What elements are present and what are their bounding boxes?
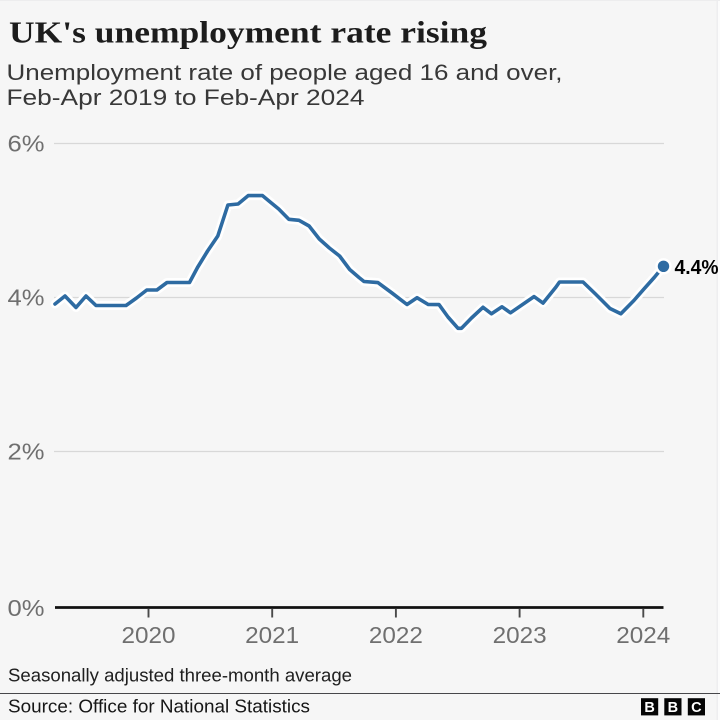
- svg-text:B: B: [644, 700, 654, 716]
- svg-text:Feb-Apr 2019 to Feb-Apr 2024: Feb-Apr 2019 to Feb-Apr 2024: [7, 85, 365, 110]
- svg-text:2023: 2023: [493, 622, 547, 648]
- svg-text:C: C: [691, 700, 702, 716]
- svg-text:2021: 2021: [245, 622, 299, 648]
- svg-text:4.4%: 4.4%: [675, 257, 719, 279]
- svg-text:4%: 4%: [8, 285, 45, 311]
- svg-text:2020: 2020: [122, 622, 176, 648]
- svg-text:0%: 0%: [8, 595, 45, 621]
- svg-text:2022: 2022: [369, 622, 423, 648]
- svg-text:Unemployment rate of people ag: Unemployment rate of people aged 16 and …: [7, 60, 563, 85]
- svg-text:UK's unemployment rate rising: UK's unemployment rate rising: [9, 14, 488, 49]
- svg-text:Source: Office for National St: Source: Office for National Statistics: [8, 696, 310, 717]
- svg-text:Seasonally adjusted three-mont: Seasonally adjusted three-month average: [8, 666, 352, 686]
- svg-text:2024: 2024: [616, 622, 670, 648]
- svg-text:B: B: [668, 700, 678, 716]
- svg-text:6%: 6%: [8, 131, 45, 157]
- svg-text:2%: 2%: [8, 439, 45, 465]
